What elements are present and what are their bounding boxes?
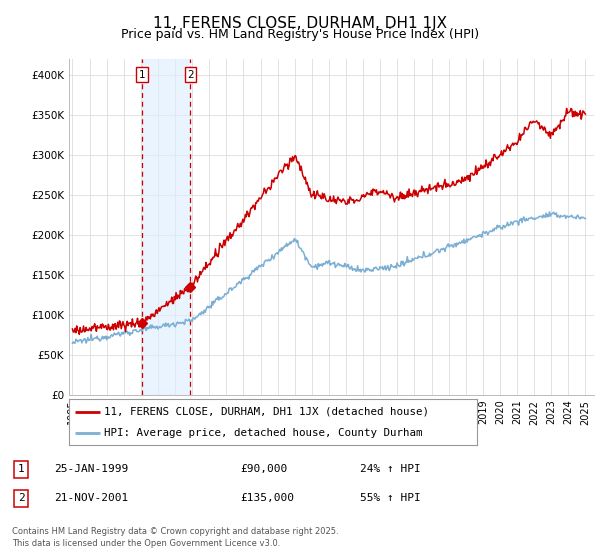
Text: Contains HM Land Registry data © Crown copyright and database right 2025.
This d: Contains HM Land Registry data © Crown c… [12,527,338,548]
Text: £90,000: £90,000 [240,464,287,474]
Text: 1: 1 [17,464,25,474]
Text: 2: 2 [187,70,194,80]
Text: 1: 1 [139,70,145,80]
Text: 24% ↑ HPI: 24% ↑ HPI [360,464,421,474]
Text: 2: 2 [17,493,25,503]
Text: 21-NOV-2001: 21-NOV-2001 [54,493,128,503]
Text: 11, FERENS CLOSE, DURHAM, DH1 1JX (detached house): 11, FERENS CLOSE, DURHAM, DH1 1JX (detac… [104,407,428,417]
Text: £135,000: £135,000 [240,493,294,503]
Text: Price paid vs. HM Land Registry's House Price Index (HPI): Price paid vs. HM Land Registry's House … [121,28,479,41]
Bar [142,59,190,395]
Text: 55% ↑ HPI: 55% ↑ HPI [360,493,421,503]
Text: 25-JAN-1999: 25-JAN-1999 [54,464,128,474]
Text: HPI: Average price, detached house, County Durham: HPI: Average price, detached house, Coun… [104,428,422,438]
Text: 11, FERENS CLOSE, DURHAM, DH1 1JX: 11, FERENS CLOSE, DURHAM, DH1 1JX [153,16,447,31]
